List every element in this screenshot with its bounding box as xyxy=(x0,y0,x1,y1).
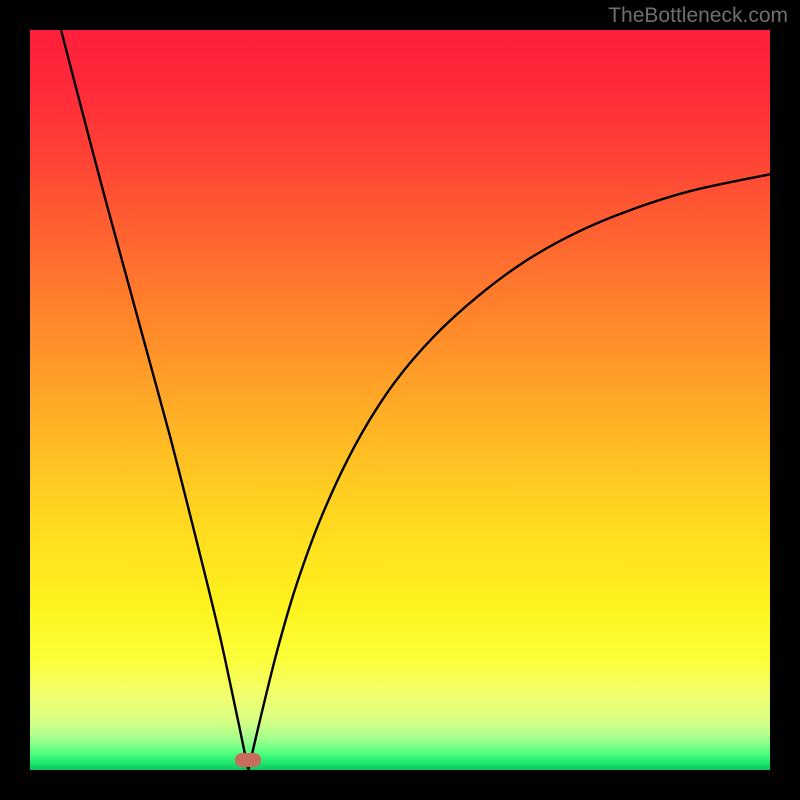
bottleneck-chart xyxy=(0,0,800,800)
chart-stage: TheBottleneck.com xyxy=(0,0,800,800)
minimum-marker xyxy=(235,753,261,767)
watermark-text: TheBottleneck.com xyxy=(608,4,788,28)
plot-background xyxy=(30,30,770,770)
